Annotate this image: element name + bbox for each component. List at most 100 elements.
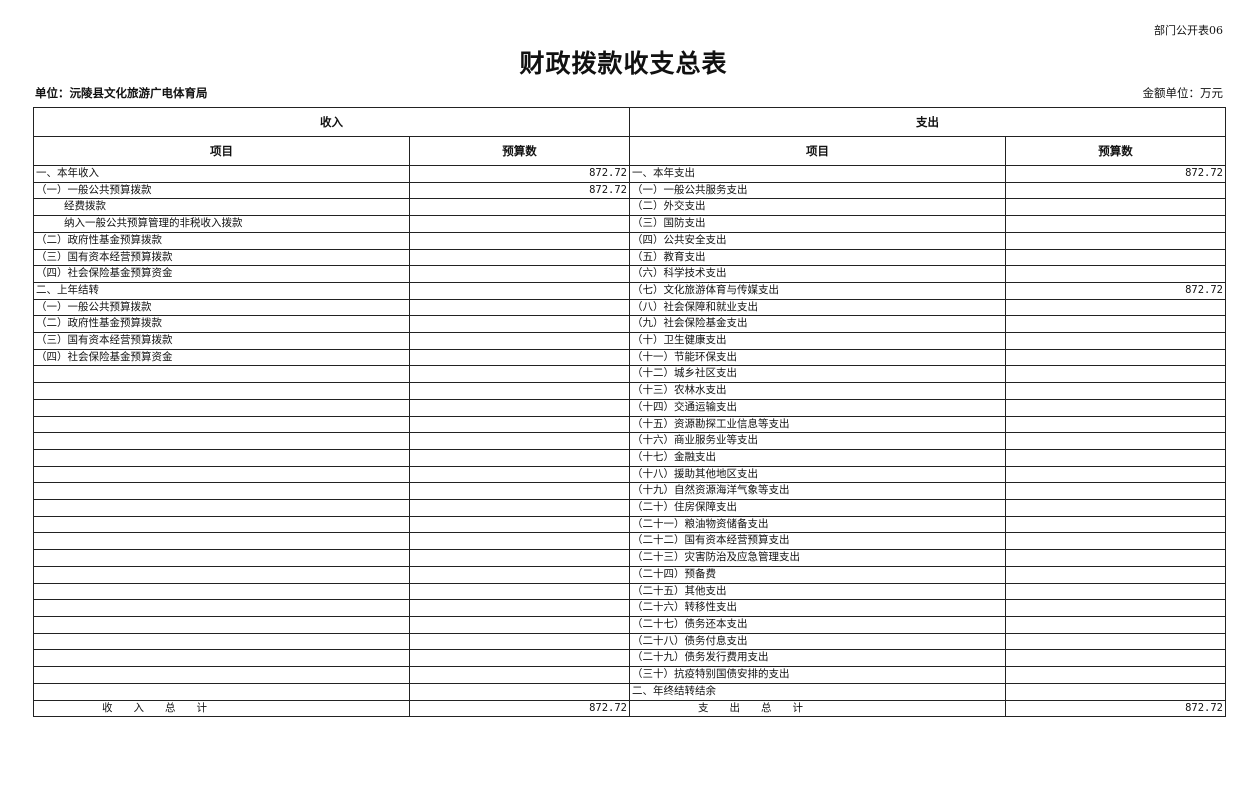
- income-item: [33, 532, 410, 551]
- expense-amount: [1005, 615, 1226, 634]
- unit-label: 单位：沅陵县文化旅游广电体育局: [35, 86, 208, 100]
- expense-budget-header: 预算数: [1005, 136, 1226, 166]
- expense-amount: [1005, 482, 1226, 501]
- income-amount: [409, 649, 630, 668]
- income-item: （二）政府性基金预算拨款: [33, 315, 410, 334]
- expense-item: （二）外交支出: [629, 198, 1006, 217]
- income-item: [33, 432, 410, 450]
- table-row: （四）社会保险基金预算资金 （六）科学技术支出: [33, 265, 1226, 283]
- expense-amount: [1005, 532, 1226, 551]
- income-item: （四）社会保险基金预算资金: [33, 348, 410, 367]
- expense-amount: [1005, 448, 1226, 467]
- income-amount: [409, 515, 630, 534]
- expense-item: （十二）城乡社区支出: [629, 365, 1006, 384]
- income-amount: 872.72: [409, 165, 630, 183]
- income-item: （四）社会保险基金预算资金: [33, 265, 410, 283]
- income-item: [33, 499, 410, 517]
- table-row: （十三）农林水支出: [33, 382, 1226, 400]
- expense-item: （二十八）债务付息支出: [629, 632, 1006, 651]
- income-amount: 872.72: [409, 181, 630, 200]
- expense-amount: [1005, 382, 1226, 400]
- income-item: [33, 666, 410, 684]
- expense-item: （三十）抗疫特别国债安排的支出: [629, 666, 1006, 684]
- expense-item: （四）公共安全支出: [629, 231, 1006, 250]
- expense-item: （十八）援助其他地区支出: [629, 465, 1006, 484]
- expense-item: （二十七）债务还本支出: [629, 615, 1006, 634]
- expense-amount: [1005, 465, 1226, 484]
- expense-amount: [1005, 298, 1226, 317]
- expense-amount: 872.72: [1005, 165, 1226, 183]
- income-total-amount: 872.72: [409, 699, 630, 718]
- expense-amount: [1005, 315, 1226, 334]
- income-amount: [409, 382, 630, 400]
- income-item: [33, 565, 410, 584]
- income-amount: [409, 215, 630, 233]
- expense-amount: [1005, 215, 1226, 233]
- expense-amount: [1005, 181, 1226, 200]
- table-row: 二、上年结转 （七）文化旅游体育与传媒支出 872.72: [33, 281, 1226, 300]
- table-row: （二十九）债务发行费用支出: [33, 649, 1226, 668]
- income-amount: [409, 599, 630, 617]
- expense-item: （十六）商业服务业等支出: [629, 432, 1006, 450]
- income-amount: [409, 348, 630, 367]
- expense-amount: [1005, 582, 1226, 601]
- income-amount: [409, 231, 630, 250]
- income-item: [33, 398, 410, 417]
- income-item: [33, 382, 410, 400]
- expense-item: （八）社会保障和就业支出: [629, 298, 1006, 317]
- table-row: （二）政府性基金预算拨款 （四）公共安全支出: [33, 231, 1226, 250]
- income-item: （三）国有资本经营预算拨款: [33, 332, 410, 350]
- table-row: （二十六）转移性支出: [33, 599, 1226, 617]
- income-amount: [409, 315, 630, 334]
- table-row: （四）社会保险基金预算资金 （十一）节能环保支出: [33, 348, 1226, 367]
- expense-total-label: 支 出 总 计: [629, 699, 1006, 718]
- total-row: 收 入 总 计 872.72 支 出 总 计 872.72: [33, 699, 1226, 718]
- expense-amount: [1005, 332, 1226, 350]
- expense-item: （三）国防支出: [629, 215, 1006, 233]
- expense-item: （二十）住房保障支出: [629, 499, 1006, 517]
- income-item: [33, 465, 410, 484]
- income-item: 经费拨款: [33, 198, 410, 217]
- income-header: 收入: [33, 107, 630, 137]
- expense-header: 支出: [629, 107, 1226, 137]
- form-code: 部门公开表06: [1154, 24, 1223, 37]
- expense-amount: 872.72: [1005, 281, 1226, 300]
- income-amount: [409, 448, 630, 467]
- table-row: （二十八）债务付息支出: [33, 632, 1226, 651]
- expense-amount: [1005, 499, 1226, 517]
- income-item: （二）政府性基金预算拨款: [33, 231, 410, 250]
- expense-amount: [1005, 599, 1226, 617]
- income-amount: [409, 465, 630, 484]
- income-amount: [409, 432, 630, 450]
- income-item: [33, 582, 410, 601]
- expense-amount: [1005, 666, 1226, 684]
- expense-amount: [1005, 365, 1226, 384]
- expense-item: （五）教育支出: [629, 248, 1006, 267]
- expense-amount: [1005, 348, 1226, 367]
- expense-item: （十三）农林水支出: [629, 382, 1006, 400]
- income-amount: [409, 549, 630, 567]
- expense-item: （十一）节能环保支出: [629, 348, 1006, 367]
- income-item: （三）国有资本经营预算拨款: [33, 248, 410, 267]
- table-row: （十四）交通运输支出: [33, 398, 1226, 417]
- income-item: [33, 549, 410, 567]
- page-title: 财政拨款收支总表: [519, 49, 728, 78]
- income-amount: [409, 565, 630, 584]
- income-total-label: 收 入 总 计: [33, 699, 410, 718]
- income-item: [33, 482, 410, 501]
- income-amount: [409, 666, 630, 684]
- income-item: [33, 448, 410, 467]
- income-amount: [409, 682, 630, 701]
- income-amount: [409, 281, 630, 300]
- table-row: （一）一般公共预算拨款 872.72 （一）一般公共服务支出: [33, 181, 1226, 200]
- expense-amount: [1005, 198, 1226, 217]
- income-item: [33, 632, 410, 651]
- income-item: [33, 365, 410, 384]
- expense-amount: [1005, 649, 1226, 668]
- money-unit: 金额单位：万元: [1142, 86, 1224, 100]
- table-row: （二十五）其他支出: [33, 582, 1226, 601]
- expense-amount: [1005, 432, 1226, 450]
- expense-item: （十九）自然资源海洋气象等支出: [629, 482, 1006, 501]
- income-item: 一、本年收入: [33, 165, 410, 183]
- expense-amount: [1005, 415, 1226, 434]
